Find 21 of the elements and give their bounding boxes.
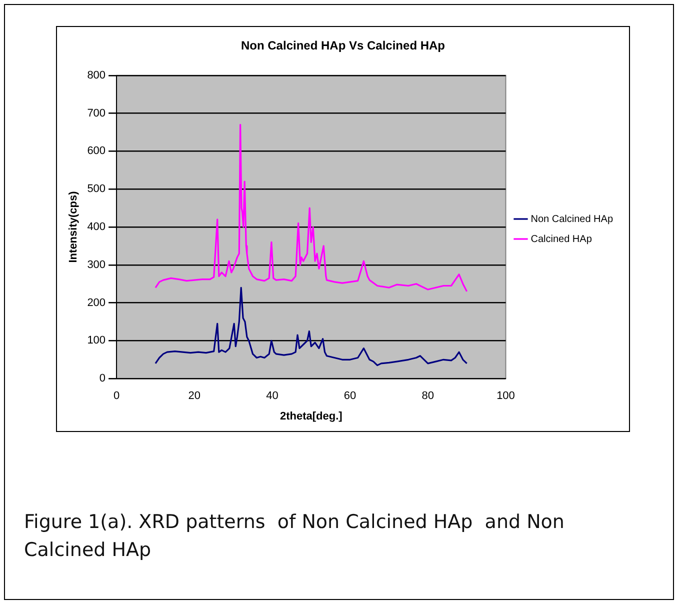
y-tick-label: 600 — [87, 145, 106, 158]
caption: Figure 1(a). XRD patterns of Non Calcined HAp and Non Calcined HAp — [24, 510, 566, 563]
x-tick-label: 60 — [344, 390, 356, 402]
y-tick-label: 800 — [87, 69, 106, 82]
x-tick-label: 40 — [266, 390, 278, 402]
x-axis-title: 2theta[deg.] — [280, 410, 343, 422]
y-tick-label: 0 — [99, 372, 106, 385]
x-tick-label: 20 — [188, 390, 201, 402]
legend-label: Calcined HAp — [530, 234, 592, 245]
y-tick-label: 700 — [87, 107, 106, 120]
y-tick-label: 100 — [87, 334, 106, 347]
legend-label: Non Calcined HAp — [530, 214, 614, 225]
x-tick-label: 100 — [496, 390, 515, 402]
chart-title: Non Calcined HAp Vs Calcined HAp — [240, 38, 446, 53]
x-tick-label: 80 — [422, 390, 434, 402]
y-tick-label: 200 — [87, 296, 106, 309]
x-tick-label: 0 — [113, 390, 120, 402]
y-tick-label: 400 — [87, 221, 106, 234]
y-axis-title: Intensity(cps) — [68, 190, 80, 263]
y-tick-label: 500 — [87, 183, 106, 196]
y-tick-label: 300 — [87, 258, 106, 271]
